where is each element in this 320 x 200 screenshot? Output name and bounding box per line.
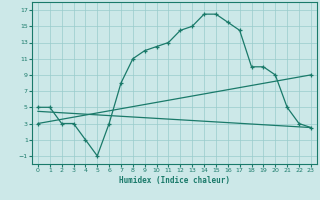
X-axis label: Humidex (Indice chaleur): Humidex (Indice chaleur) [119,176,230,185]
